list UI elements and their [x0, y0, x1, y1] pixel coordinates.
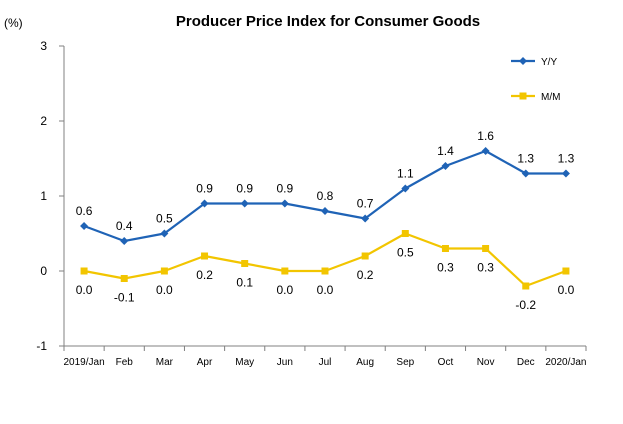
data-point [120, 237, 129, 245]
legend-item-y-y: Y/Y [511, 57, 557, 68]
data-label: 0.0 [277, 283, 294, 297]
data-point [522, 282, 530, 290]
x-tick-label: Feb [116, 357, 134, 368]
data-point [201, 252, 209, 260]
data-label: 0.4 [116, 219, 133, 233]
data-point [401, 184, 410, 193]
x-tick-label: 2020/Jan [545, 357, 586, 368]
x-tick-label: Aug [356, 357, 374, 368]
data-label: 0.5 [397, 246, 414, 260]
legend-label: Y/Y [541, 57, 557, 68]
data-label: 1.4 [437, 144, 454, 158]
data-point [441, 162, 450, 170]
data-label: 0.3 [437, 261, 454, 275]
data-label: 0.3 [477, 261, 494, 275]
data-point [200, 199, 209, 208]
data-point [521, 169, 530, 178]
x-tick-label: Nov [477, 357, 495, 368]
data-labels: 0.6 0.4 0.5 0.9 0.9 0.9 0.8 0.7 1.1 1.4 1.6 1.3 1.3 0… [76, 129, 575, 312]
data-point [120, 275, 128, 282]
data-point [241, 260, 249, 267]
data-label: -0.1 [114, 291, 135, 305]
y-axis-unit: (%) [4, 16, 23, 30]
data-label: 0.0 [317, 283, 334, 297]
data-point [321, 207, 329, 215]
data-label: 0.1 [236, 276, 253, 290]
data-label: 0.0 [156, 283, 173, 297]
data-point [441, 245, 449, 252]
data-label: 0.9 [277, 182, 294, 196]
data-label: 0.6 [76, 204, 93, 218]
data-point [482, 245, 490, 252]
x-tick-label: Jul [319, 357, 332, 368]
data-label: 0.9 [236, 182, 253, 196]
data-point [160, 267, 168, 275]
series-m-m [80, 230, 570, 290]
data-label: 1.3 [558, 152, 575, 166]
data-label: 0.0 [76, 283, 93, 297]
data-point [240, 199, 249, 208]
data-label: 0.8 [317, 189, 334, 203]
data-point [321, 267, 329, 275]
data-point [361, 252, 369, 260]
chart-title: Producer Price Index for Consumer Goods [176, 13, 480, 30]
series-group [80, 147, 570, 290]
data-label: 1.1 [397, 167, 414, 181]
data-point [562, 267, 570, 275]
data-point [80, 267, 88, 275]
data-point [361, 214, 370, 223]
y-tick-label: 0 [40, 264, 47, 278]
y-tick-label: 1 [40, 189, 47, 203]
data-label: 0.5 [156, 212, 173, 226]
data-point [401, 230, 409, 237]
x-tick-label: Dec [517, 357, 535, 368]
x-tick-label: Jun [277, 357, 293, 368]
data-label: 0.2 [357, 268, 374, 282]
data-point [281, 267, 289, 275]
data-label: -0.2 [515, 298, 536, 312]
legend-swatch-marker [519, 92, 527, 100]
data-label: 1.6 [477, 129, 494, 143]
data-label: 1.3 [517, 152, 534, 166]
legend-swatch-marker [519, 57, 527, 65]
y-tick-label: -1 [36, 339, 47, 353]
data-label: 0.2 [196, 268, 213, 282]
axes: -1 0 1 2 3 2019/Jan Feb Mar Apr May Jun Jul Aug Sep Oc… [36, 39, 586, 368]
data-point [280, 199, 289, 208]
data-label: 0.0 [558, 283, 575, 297]
x-tick-label: May [235, 357, 254, 368]
data-label: 0.7 [357, 197, 374, 211]
x-tick-label: Sep [396, 357, 414, 368]
data-point [481, 147, 490, 155]
x-tick-label: 2019/Jan [63, 357, 104, 368]
legend-label: M/M [541, 92, 560, 103]
y-tick-label: 3 [40, 39, 47, 53]
data-point [561, 169, 570, 178]
x-tick-label: Apr [197, 357, 213, 368]
y-tick-label: 2 [40, 114, 47, 128]
data-point [80, 222, 89, 230]
data-point [160, 229, 169, 238]
x-tick-label: Mar [156, 357, 174, 368]
data-label: 0.9 [196, 182, 213, 196]
legend: Y/Y M/M [511, 57, 560, 103]
series-y-y [80, 147, 570, 245]
x-tick-label: Oct [438, 357, 454, 368]
legend-item-m-m: M/M [511, 92, 560, 103]
